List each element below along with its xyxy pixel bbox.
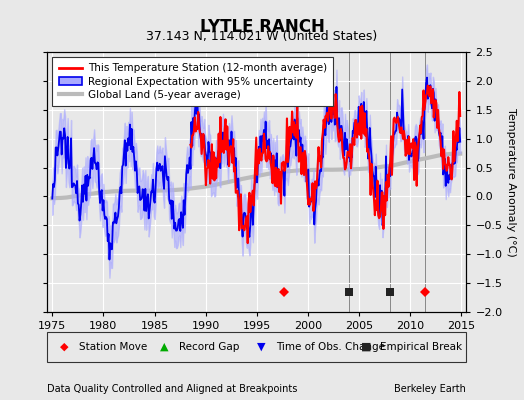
Text: Data Quality Controlled and Aligned at Breakpoints: Data Quality Controlled and Aligned at B… xyxy=(47,384,298,394)
Text: LYTLE RANCH: LYTLE RANCH xyxy=(200,18,324,36)
Text: 37.143 N, 114.021 W (United States): 37.143 N, 114.021 W (United States) xyxy=(146,30,378,43)
Text: ■: ■ xyxy=(361,342,371,352)
Text: Station Move: Station Move xyxy=(79,342,147,352)
Text: ▲: ▲ xyxy=(160,342,169,352)
Text: ◆: ◆ xyxy=(60,342,68,352)
Text: Time of Obs. Change: Time of Obs. Change xyxy=(276,342,385,352)
Y-axis label: Temperature Anomaly (°C): Temperature Anomaly (°C) xyxy=(506,108,516,256)
Text: ▼: ▼ xyxy=(257,342,265,352)
Text: Record Gap: Record Gap xyxy=(179,342,239,352)
Legend: This Temperature Station (12-month average), Regional Expectation with 95% uncer: This Temperature Station (12-month avera… xyxy=(52,57,333,106)
Text: Empirical Break: Empirical Break xyxy=(380,342,463,352)
Text: Berkeley Earth: Berkeley Earth xyxy=(395,384,466,394)
